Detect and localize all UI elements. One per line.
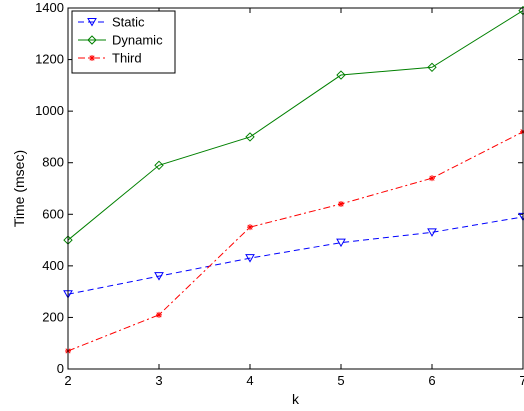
legend: Static Dynamic Third <box>71 10 176 74</box>
data-point-third <box>429 175 435 182</box>
x-tick-label: 2 <box>64 373 71 388</box>
y-axis-label: Time (msec) <box>11 150 27 227</box>
y-tick-label: 800 <box>42 155 64 170</box>
series-static <box>63 212 524 299</box>
x-tick-label: 3 <box>155 373 162 388</box>
series-line-static <box>67 216 524 295</box>
legend-label-static: Static <box>112 15 145 30</box>
y-tick-label: 600 <box>42 206 64 221</box>
data-point-static <box>336 238 346 248</box>
y-tick-label: 1000 <box>35 103 64 118</box>
data-point-dynamic <box>427 62 437 73</box>
series-third <box>65 128 524 354</box>
series-line-third <box>67 131 524 352</box>
tick-labels: 2 3 4 5 6 7 0 200 400 600 800 1000 1200 1400 <box>35 0 524 388</box>
legend-item-dynamic: Dynamic <box>78 33 163 48</box>
x-tick-label: 6 <box>428 373 435 388</box>
x-tick-label: 7 <box>519 373 524 388</box>
plot-frame <box>67 7 524 370</box>
data-point-dynamic <box>245 132 255 142</box>
y-tick-label: 400 <box>42 258 64 273</box>
data-point-third <box>338 200 344 207</box>
data-point-dynamic <box>336 70 346 80</box>
legend-label-dynamic: Dynamic <box>112 33 163 48</box>
data-point-dynamic <box>154 160 164 170</box>
data-point-static <box>427 228 437 237</box>
legend-marker-third <box>89 55 95 61</box>
x-tick-label: 5 <box>337 373 344 388</box>
data-point-static <box>245 254 255 263</box>
legend-label-third: Third <box>112 51 142 66</box>
y-tick-label: 200 <box>42 309 64 324</box>
x-tick-label: 4 <box>246 373 253 388</box>
y-tick-label: 1400 <box>35 0 64 15</box>
data-point-third <box>247 224 253 231</box>
data-point-third <box>156 311 162 318</box>
series-line-dynamic <box>67 10 524 241</box>
legend-marker-static <box>87 18 97 27</box>
legend-item-third: Third <box>78 51 142 66</box>
series-dynamic <box>63 5 524 245</box>
legend-marker-dynamic <box>87 35 97 45</box>
y-tick-label: 0 <box>57 361 64 376</box>
x-axis-label: k <box>292 391 300 407</box>
legend-item-static: Static <box>78 15 145 30</box>
data-point-static <box>154 272 164 281</box>
y-tick-label: 1200 <box>35 52 64 67</box>
